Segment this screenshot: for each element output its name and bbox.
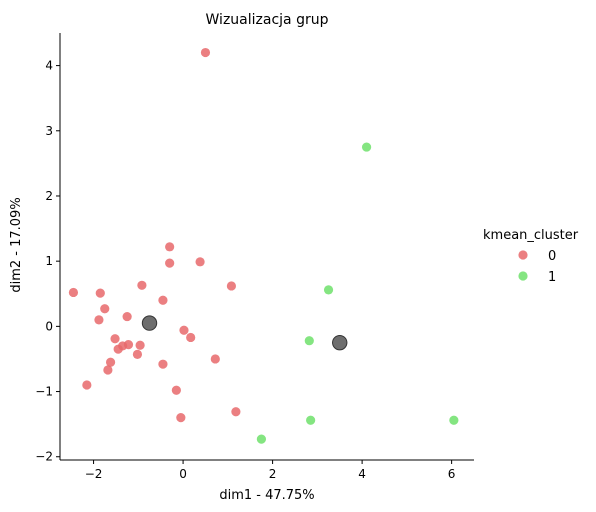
data-point-cluster-0	[122, 311, 132, 322]
y-tick-label: −1	[35, 385, 53, 399]
y-ticks: −2 −1 0 1 2 3 4	[35, 59, 60, 464]
data-point-cluster-1	[306, 415, 316, 425]
y-tick-label: 2	[45, 189, 53, 203]
data-point-cluster-1	[449, 415, 459, 425]
data-point-cluster-1	[361, 142, 372, 152]
x-tick-label: 2	[269, 467, 277, 481]
legend-entry-label: 1	[548, 270, 556, 285]
data-point-cluster-0	[165, 242, 175, 252]
data-point-cluster-0	[171, 385, 181, 395]
data-point-cluster-0	[200, 47, 211, 58]
x-tick-label: 0	[179, 467, 187, 481]
data-point-cluster-0	[135, 340, 145, 350]
data-point-cluster-0	[158, 359, 168, 369]
plot-points	[68, 47, 459, 444]
data-point-cluster-0	[226, 281, 237, 291]
data-point-cluster-0	[132, 349, 143, 359]
x-tick-label: 4	[358, 467, 366, 481]
data-point-cluster-0	[195, 257, 205, 267]
y-tick-label: 3	[45, 124, 53, 138]
x-tick-label: 6	[448, 467, 456, 481]
x-ticks: −2 0 2 4 6	[85, 460, 456, 481]
data-point-cluster-0	[100, 304, 110, 314]
legend-entries: 01	[518, 249, 556, 285]
legend-entry-label: 0	[548, 249, 556, 264]
data-point-cluster-0	[103, 365, 113, 375]
data-point-cluster-0	[95, 288, 105, 298]
legend: kmean_cluster 01	[483, 228, 579, 285]
data-point-cluster-0	[210, 354, 220, 364]
data-point-cluster-0	[137, 280, 147, 290]
data-point-cluster-0	[113, 344, 123, 354]
data-point-cluster-0	[179, 325, 189, 335]
data-point-cluster-0	[82, 380, 92, 390]
centroid-point	[332, 334, 348, 351]
data-point-cluster-1	[323, 285, 334, 295]
data-point-cluster-0	[186, 332, 196, 343]
data-point-cluster-0	[165, 258, 175, 268]
x-tick-label: −2	[85, 467, 103, 481]
y-tick-label: −2	[35, 450, 53, 464]
centroid-point	[141, 315, 158, 331]
data-point-cluster-0	[176, 413, 186, 423]
y-tick-label: 1	[45, 254, 53, 268]
data-point-cluster-0	[94, 315, 104, 325]
data-point-cluster-0	[231, 407, 241, 417]
data-point-cluster-0	[68, 287, 79, 298]
x-axis-label: dim1 - 47.75%	[219, 488, 314, 503]
data-point-cluster-1	[256, 434, 267, 444]
data-point-cluster-0	[158, 295, 168, 305]
y-axis-label: dim2 - 17.09%	[9, 197, 24, 292]
data-point-cluster-0	[110, 334, 120, 344]
legend-marker	[518, 271, 528, 281]
chart-title: Wizualizacja grup	[206, 12, 329, 28]
y-tick-label: 0	[45, 319, 53, 333]
legend-title: kmean_cluster	[483, 228, 579, 243]
y-tick-label: 4	[45, 59, 53, 73]
axes: −2 0 2 4 6 −2 −1 0 1 2 3 4	[35, 33, 474, 481]
data-point-cluster-1	[304, 336, 314, 346]
legend-marker	[518, 250, 528, 260]
data-point-cluster-0	[105, 357, 116, 367]
